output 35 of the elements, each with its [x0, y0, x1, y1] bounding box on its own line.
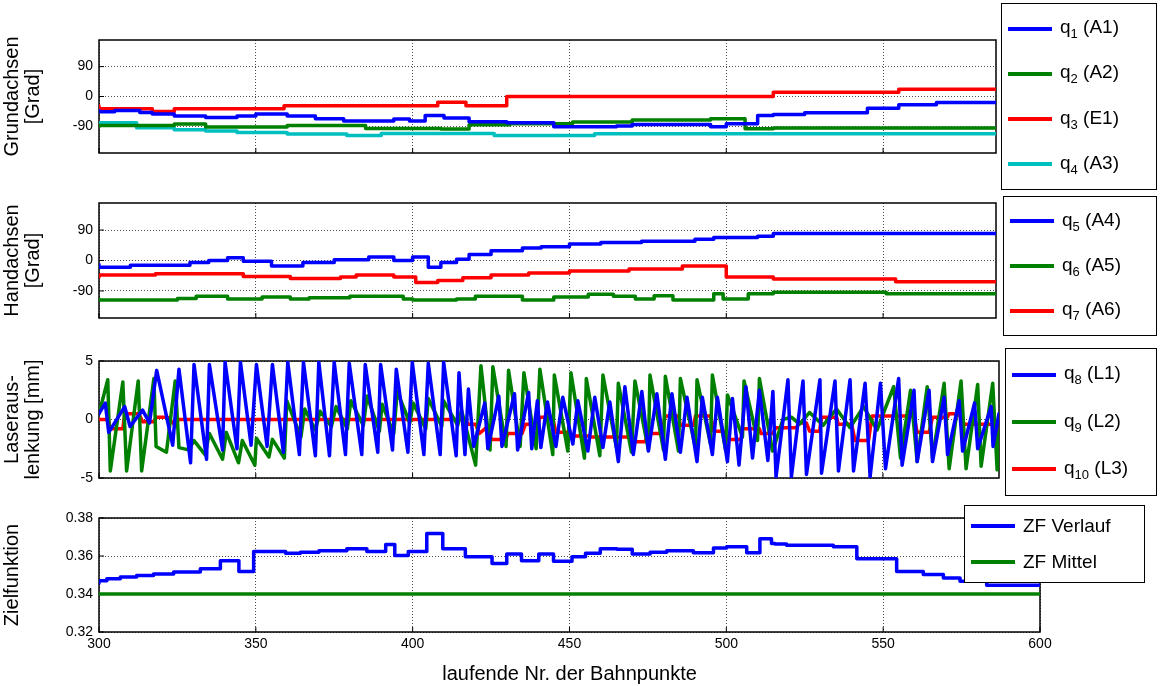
- y-axis-title: Grundachsen [Grad]: [0, 36, 44, 157]
- x-tick-label: 350: [244, 635, 268, 652]
- y-axis-title: Zielfunktion: [0, 523, 23, 627]
- y-tick-label: 0.36: [65, 546, 94, 563]
- legend-label: ZF Verlauf: [1023, 515, 1111, 537]
- legend-label: q$_{1}$ (A1): [1060, 16, 1119, 42]
- legend-label: q$_{8}$ (L1): [1064, 362, 1121, 388]
- y-tick-label: -90: [72, 117, 94, 134]
- legend-label: q$_{5}$ (A4): [1062, 208, 1121, 234]
- legend-label: q$_{4}$ (A3): [1060, 151, 1119, 177]
- legend-label: q$_{10}$ (L3): [1064, 456, 1129, 482]
- y-tick-label: -90: [72, 281, 94, 298]
- y-tick-label: 90: [77, 220, 94, 237]
- legend-label: q$_{2}$ (A2): [1060, 61, 1119, 87]
- y-tick-label: 0: [85, 251, 94, 268]
- y-axis-title: Laseraus- lenkung [mm]: [0, 359, 44, 480]
- y-tick-label: 5: [85, 351, 94, 368]
- x-tick-label: 450: [557, 635, 582, 652]
- x-axis-title: laufende Nr. der Bahnpunkte: [442, 661, 697, 684]
- x-tick-label: 500: [714, 635, 739, 652]
- y-tick-label: 90: [77, 57, 94, 74]
- legend-label: ZF Mittel: [1023, 551, 1097, 573]
- x-tick-label: 400: [400, 635, 425, 652]
- x-tick-label: 600: [1028, 635, 1052, 652]
- legend-label: q$_{9}$ (L2): [1064, 409, 1121, 435]
- y-axis-title: Handachsen [Grad]: [0, 204, 44, 317]
- y-tick-label: -5: [80, 468, 94, 485]
- y-tick-label: 0: [85, 410, 94, 427]
- y-tick-label: 0.34: [65, 584, 94, 601]
- y-tick-label: 0.38: [65, 508, 94, 525]
- legend-label: q$_{7}$ (A6): [1062, 298, 1121, 324]
- legend-label: q$_{3}$ (E1): [1060, 106, 1119, 132]
- y-tick-label: 0: [85, 87, 94, 104]
- x-tick-label: 550: [871, 635, 896, 652]
- legend-label: q$_{6}$ (A5): [1062, 253, 1121, 279]
